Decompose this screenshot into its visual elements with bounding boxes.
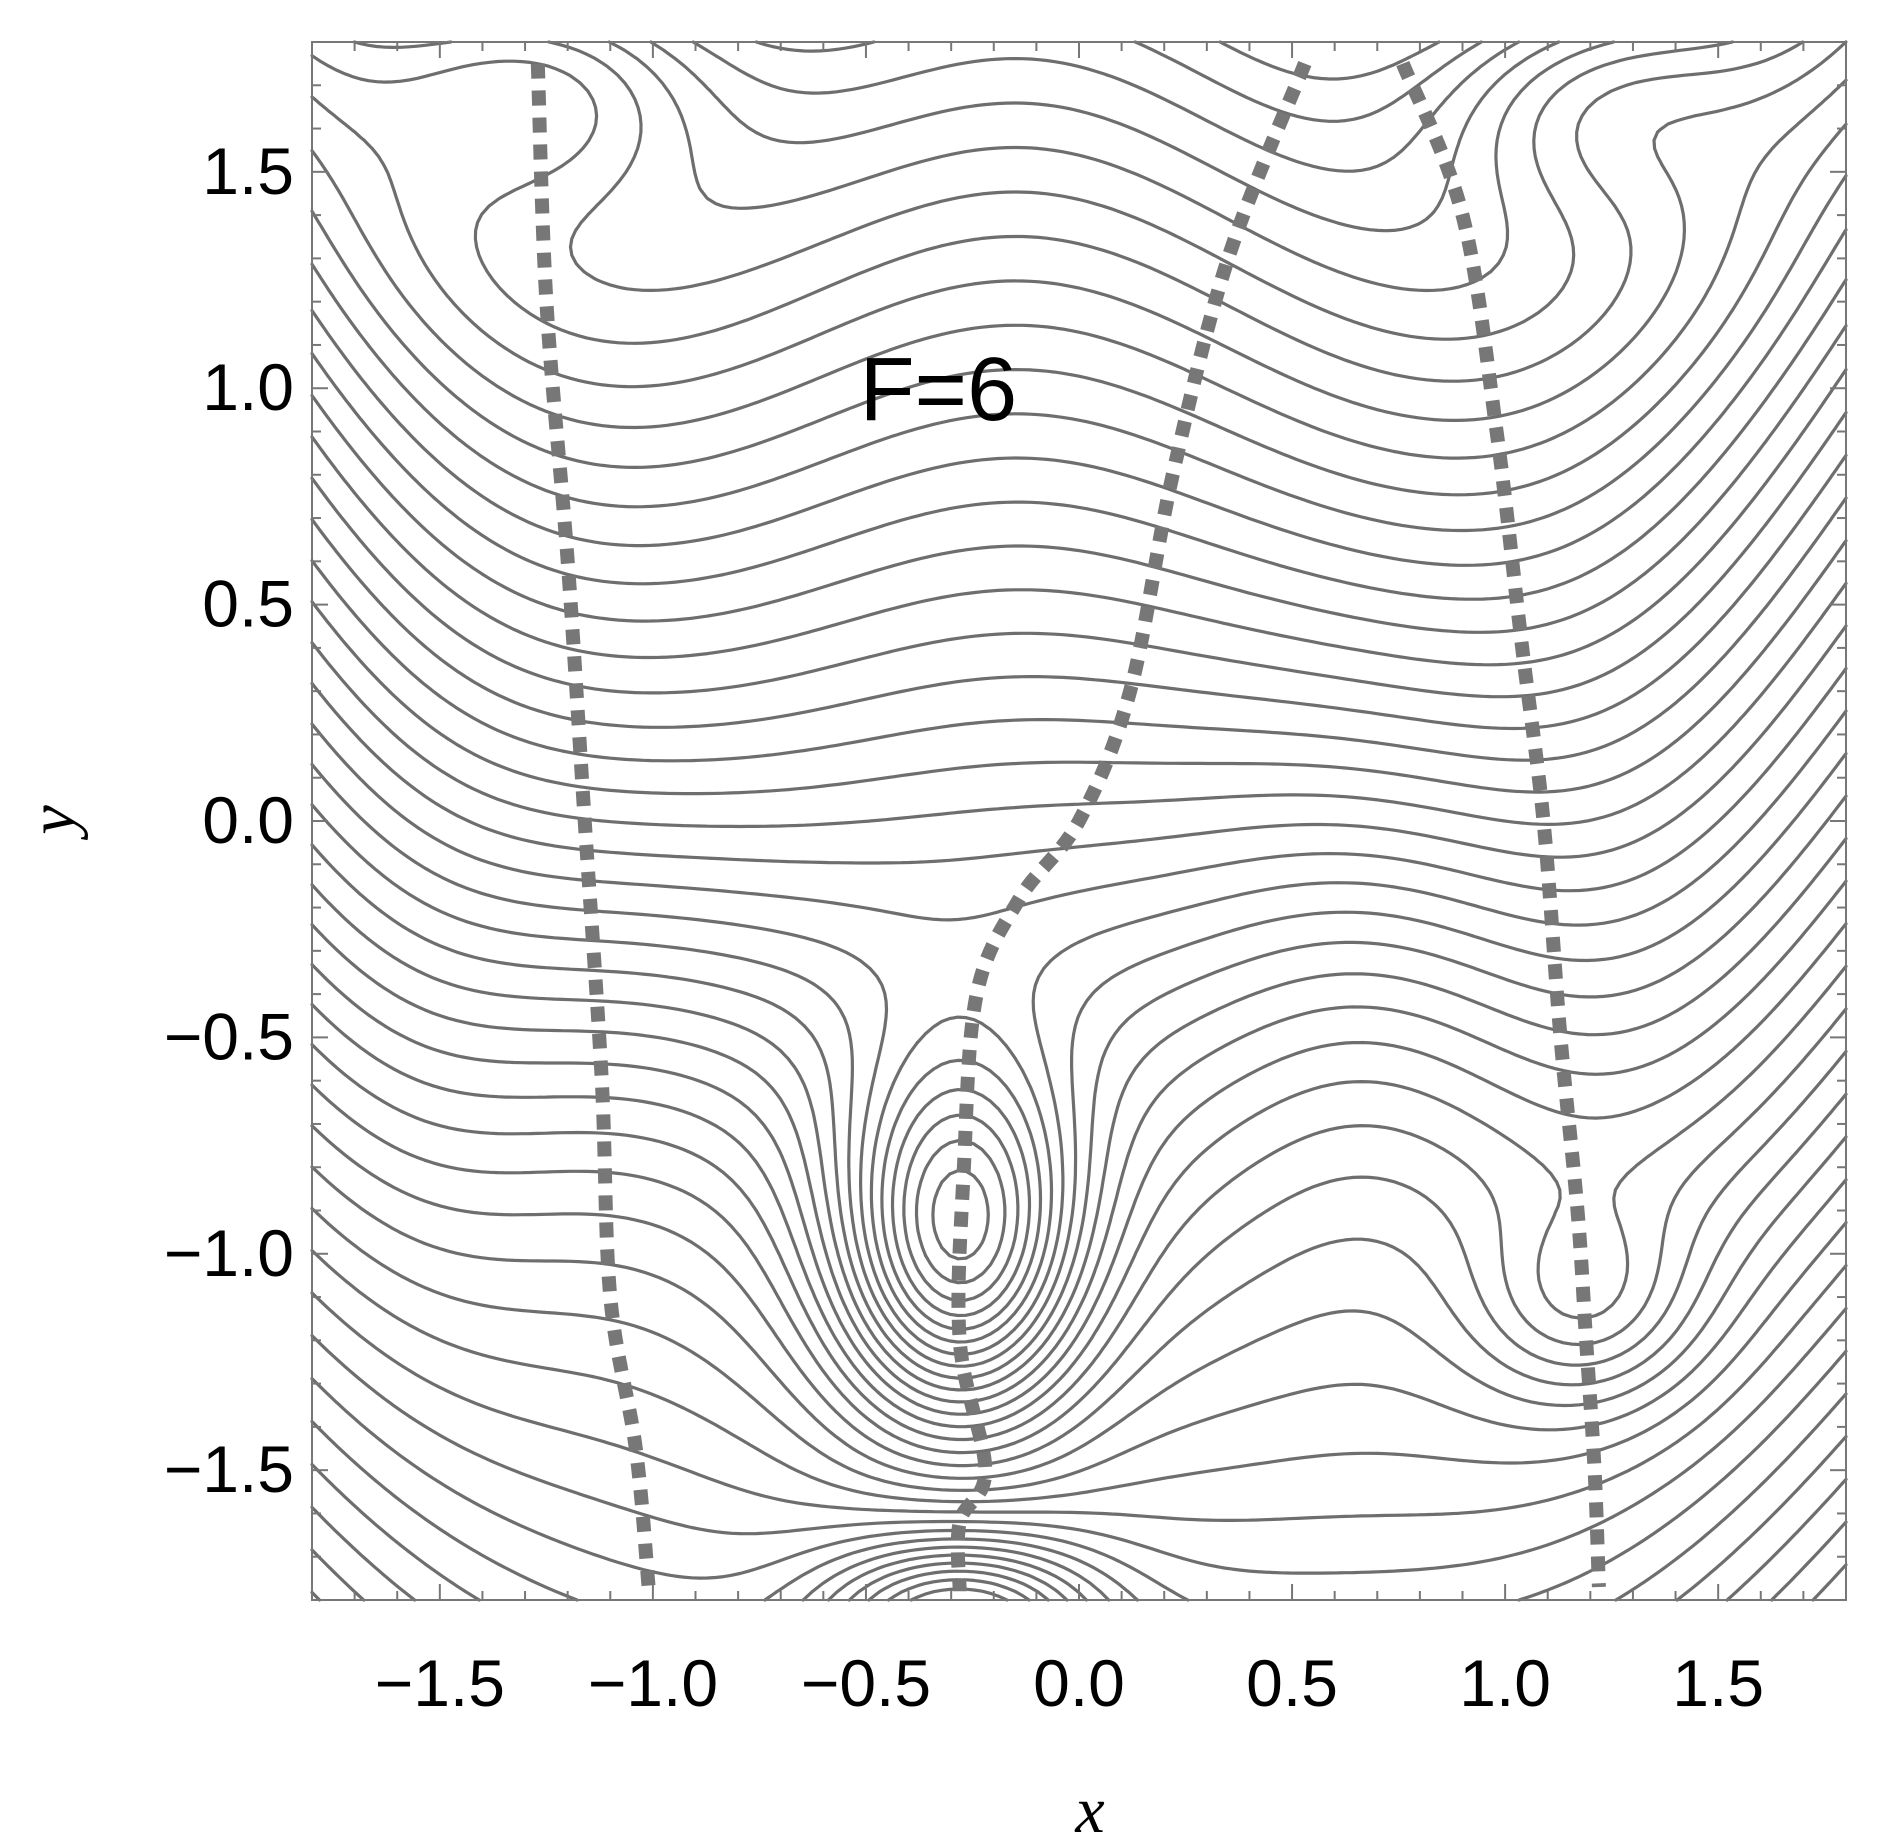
contour-level bbox=[310, 453, 1848, 1261]
ridge-curve bbox=[950, 61, 1312, 1592]
contour-level bbox=[310, 496, 1848, 1285]
ridge-curve bbox=[1396, 60, 1606, 1588]
f-annotation: F=6 bbox=[860, 340, 1018, 440]
contour-level bbox=[310, 624, 1848, 1331]
contour-level bbox=[310, 1264, 1848, 1522]
y-tick-label: 0.0 bbox=[202, 783, 294, 857]
x-tick-label: 1.5 bbox=[1672, 1646, 1764, 1720]
contour-level bbox=[310, 666, 1848, 1344]
x-tick-label: −1.0 bbox=[588, 1646, 718, 1720]
y-tick-label: −1.5 bbox=[164, 1432, 294, 1506]
contour-level bbox=[310, 1178, 1848, 1492]
x-tick-label: −1.5 bbox=[375, 1646, 505, 1720]
contour-level bbox=[310, 368, 1848, 667]
contour-level bbox=[310, 324, 1848, 634]
x-tick-label: −0.5 bbox=[801, 1646, 931, 1720]
contour-level bbox=[754, 40, 1483, 123]
contour-level bbox=[310, 1135, 1848, 1480]
contour-level bbox=[607, 40, 1616, 293]
x-tick-label: 0.0 bbox=[1033, 1646, 1125, 1720]
y-tick-label: 1.5 bbox=[202, 134, 294, 208]
contour-level bbox=[310, 1007, 1848, 1442]
x-axis-title: x bbox=[1074, 1774, 1104, 1844]
contour-level bbox=[310, 964, 1848, 1429]
contour-level bbox=[310, 40, 1805, 383]
y-tick-label: −0.5 bbox=[164, 999, 294, 1073]
ridge-curve bbox=[530, 63, 656, 1588]
contour-lines bbox=[310, 40, 1848, 1602]
contour-level bbox=[310, 1349, 1848, 1602]
contour-level bbox=[310, 122, 1848, 497]
contour-level bbox=[310, 837, 1848, 1392]
contour-level bbox=[310, 228, 1848, 567]
contour-level bbox=[310, 1563, 1848, 1602]
y-tick-label: 1.0 bbox=[202, 350, 294, 424]
contour-level bbox=[649, 40, 1561, 233]
contour-level bbox=[310, 1435, 1848, 1602]
y-tick-labels: 1.5 1.0 0.5 0.0 −0.5 −1.0 −1.5 bbox=[164, 134, 294, 1506]
x-tick-label: 0.5 bbox=[1246, 1646, 1338, 1720]
contour-level bbox=[310, 879, 1848, 1404]
contour-level bbox=[310, 1306, 1848, 1575]
contour-level bbox=[352, 40, 1735, 341]
contour-level bbox=[310, 1092, 1848, 1468]
x-tick-label: 1.0 bbox=[1459, 1646, 1551, 1720]
contour-level bbox=[310, 174, 1848, 533]
contour-level bbox=[310, 794, 1848, 1380]
contour-level bbox=[691, 40, 1521, 173]
contour-level bbox=[310, 1221, 1848, 1504]
axis-ticks bbox=[311, 41, 1847, 1601]
contour-level bbox=[310, 581, 1848, 1318]
contour-level bbox=[310, 752, 1848, 1368]
y-tick-label: 0.5 bbox=[202, 567, 294, 641]
contour-level bbox=[310, 922, 1848, 1416]
y-tick-label: −1.0 bbox=[164, 1216, 294, 1290]
contour-level bbox=[310, 1392, 1848, 1602]
y-axis-title: y bbox=[16, 805, 89, 841]
ridge-curves bbox=[530, 60, 1606, 1592]
contour-level bbox=[310, 1477, 1848, 1602]
contour-level bbox=[310, 278, 1848, 601]
contour-level bbox=[310, 78, 1848, 460]
x-tick-labels: −1.5 −1.0 −0.5 0.0 0.5 1.0 1.5 bbox=[375, 1646, 1764, 1720]
contour-level bbox=[310, 1049, 1848, 1455]
